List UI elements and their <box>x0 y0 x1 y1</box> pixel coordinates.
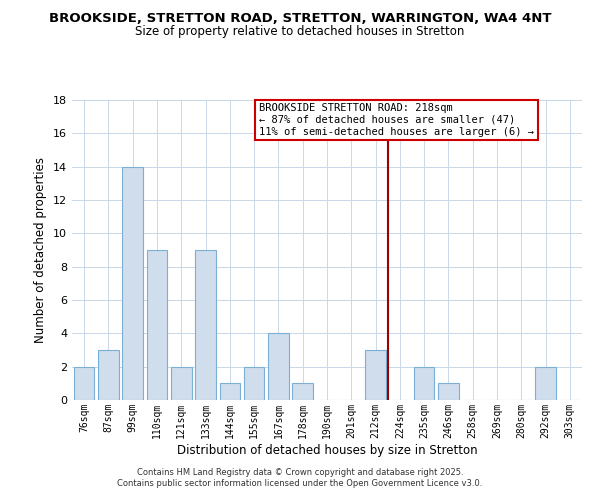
Bar <box>98 350 119 400</box>
Bar <box>268 334 289 400</box>
Bar <box>292 384 313 400</box>
Bar <box>220 384 240 400</box>
Bar <box>535 366 556 400</box>
Bar <box>122 166 143 400</box>
Bar <box>74 366 94 400</box>
Text: Size of property relative to detached houses in Stretton: Size of property relative to detached ho… <box>136 25 464 38</box>
Bar <box>195 250 216 400</box>
Text: BROOKSIDE, STRETTON ROAD, STRETTON, WARRINGTON, WA4 4NT: BROOKSIDE, STRETTON ROAD, STRETTON, WARR… <box>49 12 551 26</box>
Bar <box>414 366 434 400</box>
Bar <box>244 366 265 400</box>
Bar <box>365 350 386 400</box>
X-axis label: Distribution of detached houses by size in Stretton: Distribution of detached houses by size … <box>176 444 478 456</box>
Y-axis label: Number of detached properties: Number of detached properties <box>34 157 47 343</box>
Bar <box>146 250 167 400</box>
Bar <box>171 366 191 400</box>
Text: BROOKSIDE STRETTON ROAD: 218sqm
← 87% of detached houses are smaller (47)
11% of: BROOKSIDE STRETTON ROAD: 218sqm ← 87% of… <box>259 104 534 136</box>
Text: Contains HM Land Registry data © Crown copyright and database right 2025.
Contai: Contains HM Land Registry data © Crown c… <box>118 468 482 487</box>
Bar <box>438 384 459 400</box>
